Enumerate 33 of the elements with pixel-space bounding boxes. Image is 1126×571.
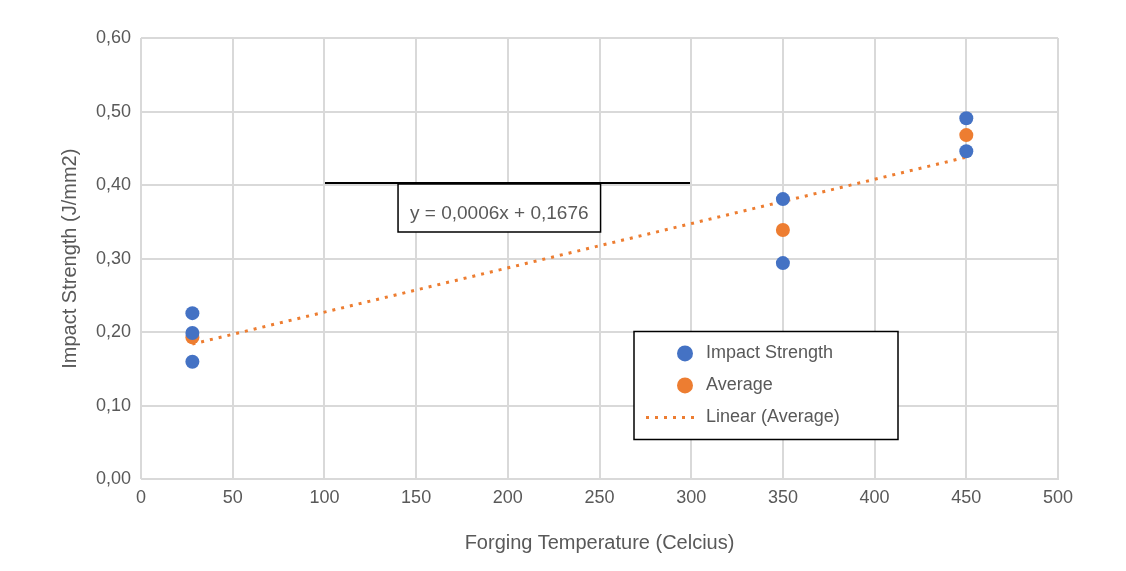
x-tick-label: 250 [584, 487, 615, 508]
point [775, 192, 790, 207]
point [959, 128, 974, 143]
annotation: y = 0,0006x + 0,1676 [410, 202, 589, 224]
point [185, 306, 200, 321]
x-tick-label: 350 [767, 487, 798, 508]
y-tick-label: 0,20 [95, 321, 132, 342]
x-axis-title: Forging Temperature (Celcius) [464, 530, 735, 553]
x-tick-label: 300 [676, 487, 707, 508]
point [775, 223, 790, 238]
y-tick-label: 0,60 [95, 26, 132, 47]
y-axis-title: Impact Strength (J/mm2) [57, 148, 80, 369]
y-tick-label: 0,00 [95, 468, 132, 489]
x-tick-label: 150 [401, 487, 432, 508]
x-tick-label: 0 [136, 487, 147, 508]
y-tick-label: 0,10 [95, 394, 132, 415]
x-tick-label: 200 [492, 487, 523, 508]
legend-label: Linear (Average) [706, 406, 840, 427]
x-tick-label: 100 [309, 487, 340, 508]
legend-label: Impact Strength [706, 342, 834, 363]
y-tick-label: 0,40 [95, 174, 132, 195]
x-tick-label: 400 [859, 487, 890, 508]
y-tick-label: 0,50 [95, 100, 132, 121]
point [959, 144, 974, 159]
x-tick-label: 500 [1042, 487, 1074, 508]
point [775, 256, 790, 271]
legend-label: Average [706, 374, 773, 395]
point [959, 111, 974, 126]
x-tick-label: 450 [951, 487, 982, 508]
x-tick-label: 50 [222, 487, 243, 508]
point [185, 354, 200, 369]
y-tick-label: 0,30 [95, 247, 132, 268]
point [185, 326, 200, 340]
